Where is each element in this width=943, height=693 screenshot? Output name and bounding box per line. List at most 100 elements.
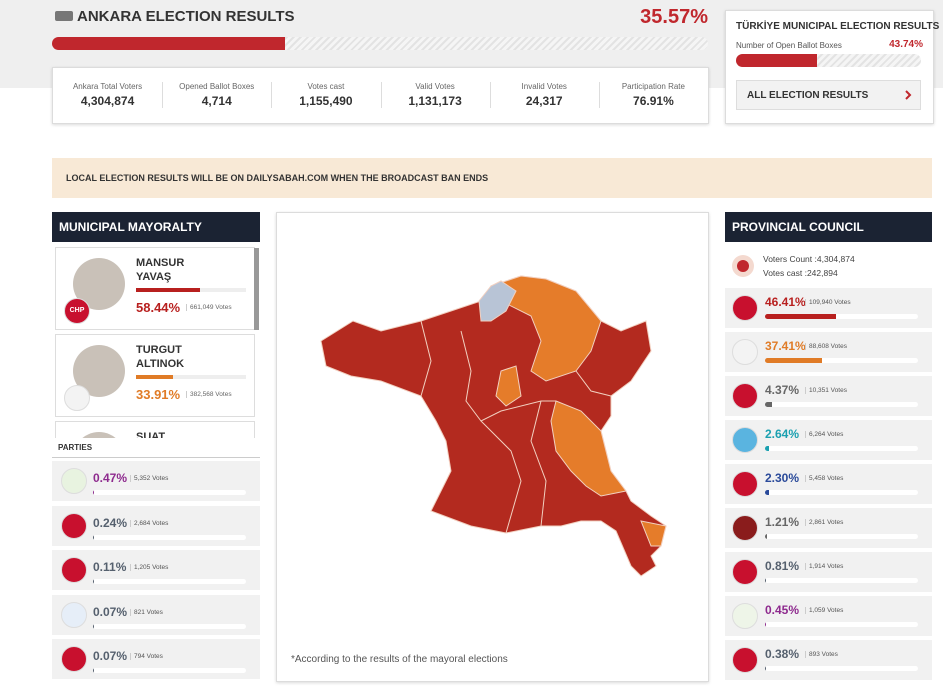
progress-track	[93, 668, 246, 673]
progress-track	[765, 666, 918, 671]
party-votes: 109,940 Votes	[805, 299, 851, 306]
stat-divider	[380, 82, 382, 108]
party-row: 0.47% 5,352 Votes	[52, 461, 260, 501]
party-logo	[732, 559, 758, 585]
turkiye-percent: 43.74%	[889, 39, 923, 50]
party-row: 4.37% 10,351 Votes	[725, 376, 932, 416]
candidate-votes: 382,568 Votes	[186, 391, 232, 398]
party-percent: 0.11%	[93, 560, 127, 574]
progress-fill	[136, 375, 174, 379]
map-note: *According to the results of the mayoral…	[291, 654, 508, 665]
progress-fill	[765, 314, 836, 319]
district	[320, 275, 667, 577]
party-row: 0.11% 1,205 Votes	[52, 550, 260, 590]
district-border	[575, 370, 612, 397]
progress-fill	[52, 37, 286, 50]
district-border	[480, 420, 522, 534]
mayoralty-header: MUNICIPAL MAYORALTY	[52, 212, 260, 242]
progress-fill	[765, 490, 769, 495]
party-percent: 0.07%	[93, 604, 128, 619]
candidate-name: MANSUR	[136, 257, 185, 269]
candidate-votes: 661,049 Votes	[186, 304, 232, 311]
stats-box: Ankara Total Voters 4,304,874 Opened Ballo…	[52, 67, 709, 124]
stat-label: Invalid Votes	[521, 82, 567, 91]
progress-fill	[765, 666, 766, 671]
turkiye-title: TÜRKİYE MUNICIPAL ELECTION RESULTS	[736, 21, 940, 32]
district	[478, 280, 517, 322]
party-logo	[732, 295, 758, 321]
parties-title: PARTIES	[58, 443, 93, 452]
party-percent: 2.64%	[765, 427, 800, 441]
logo-icon	[55, 11, 73, 21]
votes-cast: Votes cast :242,894	[763, 268, 838, 278]
stat-divider	[162, 82, 164, 108]
stat-label: Valid Votes	[415, 82, 455, 91]
stat-value: 4,714	[201, 94, 232, 108]
party-logo	[732, 339, 758, 365]
ankara-map	[320, 275, 667, 577]
divider	[52, 457, 260, 458]
progress-fill	[765, 358, 823, 363]
council-list: 46.41% 109,940 Votes 37.41% 88,608 Votes 4.3…	[725, 288, 932, 688]
progress-track	[52, 37, 708, 50]
district	[495, 365, 522, 407]
progress-track	[765, 358, 918, 363]
voters-count: Voters Count :4,304,874	[763, 254, 855, 264]
party-votes: 5,352 Votes	[130, 475, 168, 482]
turkiye-label: Number of Open Ballot Boxes	[736, 41, 842, 50]
party-votes: 794 Votes	[130, 653, 163, 660]
progress-track	[765, 446, 918, 451]
party-logo	[732, 603, 758, 629]
council-header: PROVINCIAL COUNCIL	[725, 212, 932, 242]
party-logo	[61, 468, 87, 494]
candidate-percent: 33.91%	[136, 387, 181, 402]
progress-track	[765, 534, 918, 539]
party-row: 46.41% 109,940 Votes	[725, 288, 932, 328]
candidate-name: ALTINOK	[136, 358, 185, 370]
district	[640, 520, 667, 547]
turkiye-box: TÜRKİYE MUNICIPAL ELECTION RESULTS Numbe…	[725, 10, 939, 124]
stat-divider	[489, 82, 491, 108]
party-logo	[732, 515, 758, 541]
party-logo	[732, 427, 758, 453]
party-percent: 0.24%	[93, 515, 128, 530]
stat-divider	[271, 82, 273, 108]
chevron	[905, 90, 912, 100]
progress-track	[93, 579, 246, 584]
party-votes: 88,608 Votes	[805, 343, 847, 350]
candidate-percent: 58.44%	[136, 300, 181, 315]
party-logo	[732, 647, 758, 673]
all-results-button[interactable]: ALL ELECTION RESULTS	[736, 80, 921, 110]
party-votes: 2,684 Votes	[130, 519, 168, 527]
overall-percent: 35.57%	[640, 6, 708, 28]
progress-fill	[765, 622, 766, 627]
party-votes: 1,059 Votes	[805, 607, 843, 614]
map-box: *According to the results of the mayoral…	[276, 212, 709, 682]
candidate-name: SUAT	[136, 431, 166, 438]
party-percent: 0.07%	[93, 649, 128, 663]
party-logo	[64, 385, 90, 411]
party-row: 0.38% 893 Votes	[725, 640, 932, 680]
progress-track	[765, 490, 918, 495]
party-row: 0.81% 1,914 Votes	[725, 552, 932, 592]
stat-value: 1,131,173	[408, 94, 462, 108]
party-votes: 10,351 Votes	[805, 387, 847, 394]
party-percent: 0.45%	[765, 603, 800, 617]
party-percent: 1.21%	[765, 515, 800, 529]
stat-label: Opened Ballot Boxes	[179, 82, 255, 91]
page-title: ANKARA ELECTION RESULTS	[77, 8, 295, 25]
progress-fill	[93, 490, 94, 495]
party-logo	[732, 471, 758, 497]
party-row: 2.30% 5,458 Votes	[725, 464, 932, 504]
district-border	[420, 320, 432, 397]
party-percent: 46.41%	[765, 295, 806, 309]
party-votes: 1,205 Votes	[130, 564, 168, 571]
party-row: 0.07% 821 Votes	[52, 594, 260, 635]
party-logo	[732, 383, 758, 409]
candidate-card: TURGUT ALTINOK 33.91% 382,568 Votes	[55, 334, 255, 417]
stat-label: Participation Rate	[621, 82, 685, 91]
party-logo	[61, 557, 87, 583]
button-label: ALL ELECTION RESULTS	[747, 90, 869, 101]
progress-track	[136, 288, 246, 292]
